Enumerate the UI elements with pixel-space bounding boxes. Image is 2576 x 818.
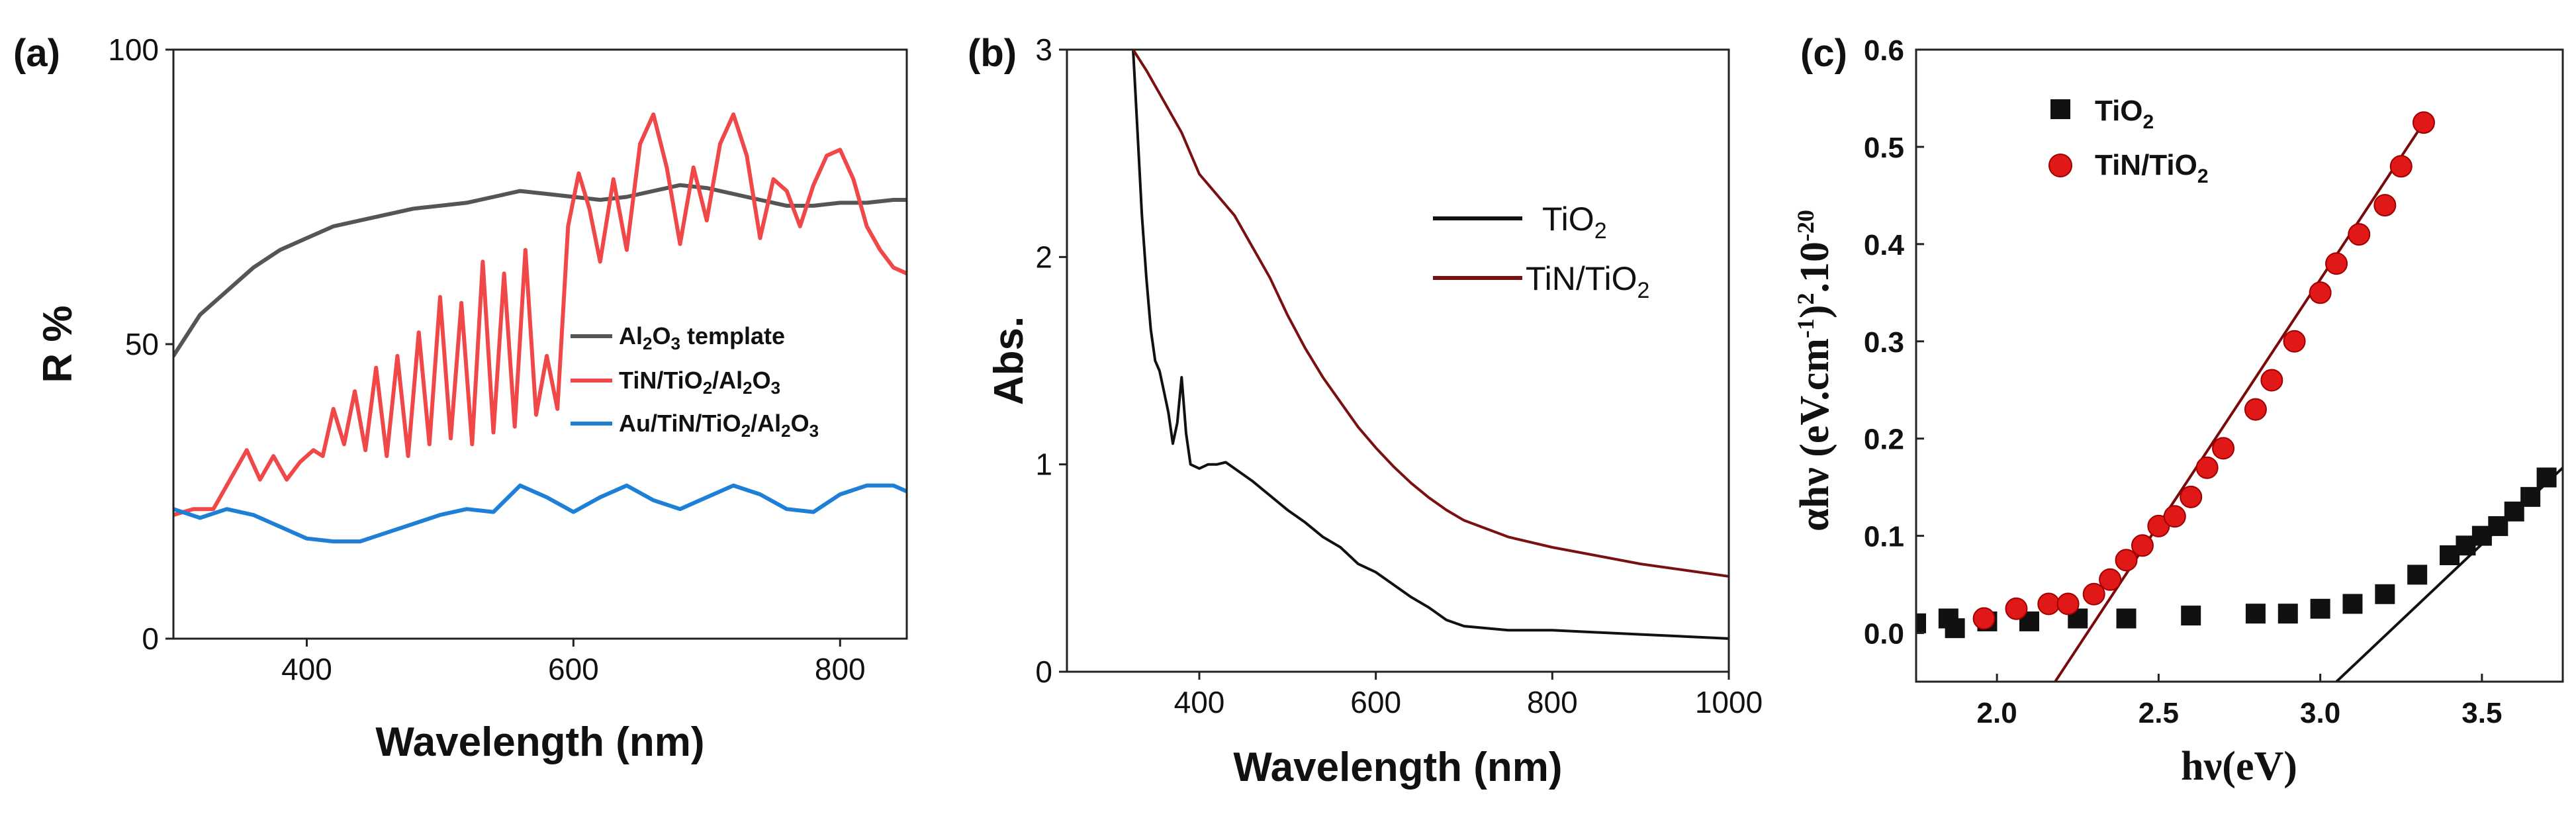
legend-b-label-0: TiO2: [1542, 201, 1607, 244]
chart-a-x-tick-label: 600: [548, 652, 599, 686]
chart-a-series-line-2: [173, 483, 907, 544]
chart-c-point-1: [2115, 549, 2138, 572]
chart-c-y-tick-label: 0.6: [1864, 34, 1904, 67]
chart-b-y-tick-label: 0: [1035, 655, 1052, 689]
chart-b-series-line-1: [1132, 50, 1729, 578]
chart-c-point-1: [2212, 437, 2235, 460]
chart-c-point-0: [2342, 594, 2363, 614]
chart-c-point-1: [2037, 592, 2060, 615]
legend-c-marker-1: [2048, 154, 2072, 177]
chart-c-series: [1916, 111, 2563, 682]
chart-c-y-tick-label: 0.4: [1864, 229, 1905, 261]
chart-c-point-1: [2244, 398, 2267, 421]
chart-c-point-0: [2277, 604, 2298, 624]
chart-c-point-1: [2389, 155, 2413, 178]
chart-b-x-tick-label: 600: [1350, 685, 1401, 719]
chart-c-fit-line-1: [2054, 122, 2425, 682]
chart-c-point-0: [2375, 584, 2395, 604]
chart-b-x-axis-label: Wavelength (nm): [1233, 745, 1562, 790]
chart-c-x-tick-label: 2.0: [1977, 697, 2017, 729]
chart-b-legend: TiO2 TiN/TiO2: [1433, 201, 1649, 303]
chart-c-point-0: [2520, 486, 2541, 507]
chart-c-point-0: [2407, 565, 2428, 585]
chart-c-point-1: [2195, 456, 2219, 479]
chart-b-series: [1132, 50, 1729, 640]
chart-c-point-0: [2116, 608, 2137, 629]
panel-label-b: (b): [968, 32, 1017, 75]
legend-a-label-2: Au/TiN/TiO2/Al2O3: [619, 410, 819, 441]
chart-c-legend: TiO2 TiN/TiO2: [2048, 95, 2209, 187]
chart-c-point-1: [2309, 281, 2332, 304]
chart-c-y-tick-label: 0.3: [1864, 326, 1904, 359]
chart-c-point-1: [2348, 223, 2371, 246]
chart-c-point-1: [2412, 111, 2435, 134]
chart-c-point-1: [2325, 252, 2348, 275]
chart-c-y-tick-label: 0.5: [1864, 132, 1904, 164]
chart-a-y-tick-label: 0: [142, 621, 159, 656]
chart-a-legend: Al2O3 template TiN/TiO2/Al2O3 Au/TiN/TiO…: [571, 322, 819, 441]
chart-a-x-tick-label: 400: [281, 652, 332, 686]
chart-c-point-1: [2056, 592, 2080, 615]
legend-c-marker-0: [2050, 99, 2070, 119]
panel-label-c: (c): [1800, 32, 1847, 75]
chart-c-y-tick-label: 0.1: [1864, 521, 1904, 553]
chart-a-ticks: 400 600 800 0 50 100: [108, 32, 865, 686]
legend-a-label-0: Al2O3 template: [619, 322, 785, 353]
chart-c-point-0: [2310, 598, 2330, 619]
legend-c-label-0: TiO2: [2095, 95, 2154, 133]
chart-a-series: [173, 112, 907, 544]
chart-c-x-tick-label: 3.5: [2461, 697, 2502, 729]
chart-b: (b) 400 600 800 1000 0 1 2 3 Wavelength (nm) Ab…: [968, 32, 1763, 790]
chart-c-x-tick-label: 3.0: [2300, 697, 2340, 729]
chart-b-y-tick-label: 2: [1035, 240, 1052, 274]
chart-c-point-1: [2283, 330, 2306, 353]
chart-b-series-line-0: [1132, 50, 1729, 640]
chart-b-ticks: 400 600 800 1000 0 1 2 3: [1035, 32, 1763, 719]
chart-c-y-tick-label: 0.0: [1864, 618, 1904, 651]
chart-c-y-axis-label: αhν (eV.cm-1)2.10-20: [1792, 210, 1837, 531]
chart-c-point-1: [2180, 485, 2203, 508]
chart-c-point-1: [2082, 582, 2105, 606]
legend-a-label-1: TiN/TiO2/Al2O3: [619, 367, 780, 398]
chart-c-ticks: 2.0 2.5 3.0 3.5 0.0 0.1 0.2 0.3 0.4 0.5 0.6: [1864, 34, 2503, 729]
chart-c-point-1: [2260, 369, 2283, 392]
legend-b-label-1: TiN/TiO2: [1526, 260, 1649, 303]
chart-c: (c) 2.0 2.5 3.0 3.5 0.0 0.1 0.2 0.3 0.4 0.5 0.6 hν…: [1792, 32, 2564, 789]
panel-label-a: (a): [13, 32, 60, 75]
legend-c-label-1: TiN/TiO2: [2095, 149, 2209, 187]
chart-c-point-1: [2099, 568, 2122, 591]
chart-b-x-tick-label: 800: [1527, 685, 1578, 719]
chart-c-point-1: [2163, 505, 2186, 528]
chart-b-frame: [1066, 48, 1730, 673]
chart-c-point-0: [1945, 618, 1965, 639]
chart-b-x-tick-label: 400: [1174, 685, 1225, 719]
chart-c-point-0: [1916, 613, 1926, 633]
chart-a-x-axis-label: Wavelength (nm): [375, 719, 704, 765]
chart-c-x-tick-label: 2.5: [2139, 697, 2179, 729]
chart-c-point-1: [2131, 534, 2154, 557]
chart-c-y-tick-label: 0.2: [1864, 424, 1904, 456]
chart-a-series-line-1: [173, 112, 907, 518]
chart-c-frame: [1915, 48, 2564, 683]
chart-b-y-tick-label: 1: [1035, 447, 1052, 482]
chart-c-point-1: [2005, 597, 2028, 620]
chart-a-x-tick-label: 800: [815, 652, 866, 686]
chart-c-point-1: [2373, 194, 2397, 217]
chart-a-y-tick-label: 50: [125, 327, 159, 361]
chart-c-point-0: [2536, 467, 2557, 488]
chart-c-point-0: [2245, 604, 2266, 624]
chart-a-y-tick-label: 100: [108, 32, 159, 67]
chart-b-y-axis-label: Abs.: [986, 316, 1032, 405]
chart-a-frame: [172, 48, 908, 640]
chart-c-point-1: [1972, 607, 1996, 630]
chart-c-point-0: [2181, 606, 2201, 626]
chart-c-x-axis-label: hν(eV): [2181, 744, 2297, 789]
chart-b-x-tick-label: 1000: [1695, 685, 1763, 719]
chart-b-y-tick-label: 3: [1035, 32, 1052, 67]
chart-a-series-line-0: [173, 183, 907, 358]
chart-a-y-axis-label: R %: [35, 305, 81, 383]
